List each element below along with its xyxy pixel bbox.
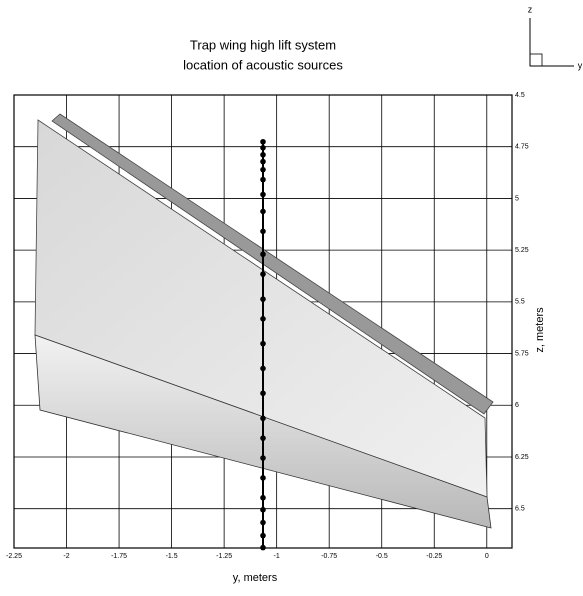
acoustic-source [260,251,266,258]
x-tick-label: -0.25 [426,553,442,560]
y-tick-label: 6.5 [515,506,525,513]
acoustic-source [260,519,266,526]
acoustic-source [260,544,266,551]
x-tick-label: -1.5 [166,553,178,560]
x-tick-label: -1.25 [216,553,232,560]
triad-label: y [578,60,583,70]
marks [260,138,266,551]
acoustic-source [260,176,266,183]
acoustic-source [260,138,266,145]
acoustic-source [260,151,266,158]
x-tick-label: -0.75 [321,553,337,560]
acoustic-source [260,271,266,277]
acoustic-source [260,316,266,322]
acoustic-source [260,158,266,165]
axis-triad: z y [528,4,583,70]
acoustic-source [260,390,266,397]
y-tick-label: 5.25 [515,247,529,254]
x-tick-label: -1.75 [111,553,127,560]
acoustic-source [260,208,266,215]
y-tick-label: 4.75 [515,144,529,151]
y-tick-label: 6.25 [515,454,529,461]
x-tick-label: -0.5 [376,553,388,560]
acoustic-source [260,532,266,539]
y-axis-label: z, meters [534,307,546,353]
x-tick-label: -1 [274,553,280,560]
x-tick-label: -2.25 [6,553,22,560]
acoustic-source [260,506,266,513]
acoustic-source [260,228,266,235]
y-tick-label: 5.5 [515,299,525,306]
y-tick-label: 5 [515,195,519,202]
acoustic-source [260,435,266,441]
acoustic-source [260,144,266,151]
acoustic-source [260,365,266,372]
acoustic-source [260,494,266,501]
x-axis-label: y, meters [233,572,278,584]
triad-label: z [528,4,533,14]
acoustic-source [260,415,266,422]
acoustic-source [260,340,266,347]
acoustic-source [260,455,266,461]
acoustic-source [260,166,266,173]
acoustic-source [260,475,266,481]
acoustic-source [260,191,266,198]
x-tick-label: -2 [63,553,69,560]
y-tick-label: 4.5 [515,92,525,99]
y-tick-label: 5.75 [515,350,529,357]
chart-title: Trap wing high lift system [190,37,336,52]
x-tick-label: 0 [485,553,489,560]
y-tick-label: 6 [515,402,519,409]
chart-title: location of acoustic sources [183,57,343,72]
acoustic-source [260,296,266,302]
